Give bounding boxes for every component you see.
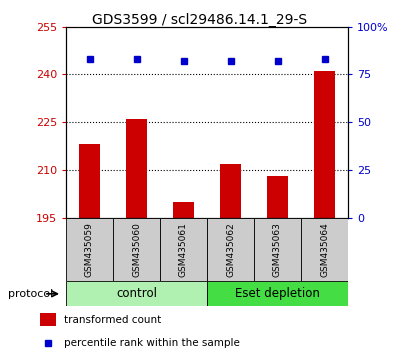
Bar	[254, 218, 301, 281]
Text: GSM435064: GSM435064	[320, 222, 329, 277]
Text: GSM435059: GSM435059	[85, 222, 94, 277]
Bar	[79, 144, 100, 218]
Text: GSM435063: GSM435063	[273, 222, 282, 277]
Text: GSM435062: GSM435062	[226, 222, 235, 277]
Bar	[113, 218, 160, 281]
Text: GSM435061: GSM435061	[179, 222, 188, 277]
Bar	[207, 281, 348, 306]
Bar	[40, 313, 56, 326]
Bar	[66, 218, 113, 281]
Text: GDS3599 / scl29486.14.1_29-S: GDS3599 / scl29486.14.1_29-S	[92, 12, 308, 27]
Text: control: control	[116, 287, 157, 300]
Bar	[220, 164, 241, 218]
Bar	[173, 202, 194, 218]
Bar	[301, 218, 348, 281]
Bar	[267, 176, 288, 218]
Bar	[160, 218, 207, 281]
Bar	[126, 119, 147, 218]
Bar	[66, 281, 207, 306]
Text: Eset depletion: Eset depletion	[235, 287, 320, 300]
Text: protocol: protocol	[8, 289, 53, 299]
Text: percentile rank within the sample: percentile rank within the sample	[64, 338, 240, 348]
Text: GSM435060: GSM435060	[132, 222, 141, 277]
Bar	[207, 218, 254, 281]
Bar	[314, 71, 335, 218]
Text: transformed count: transformed count	[64, 315, 161, 325]
